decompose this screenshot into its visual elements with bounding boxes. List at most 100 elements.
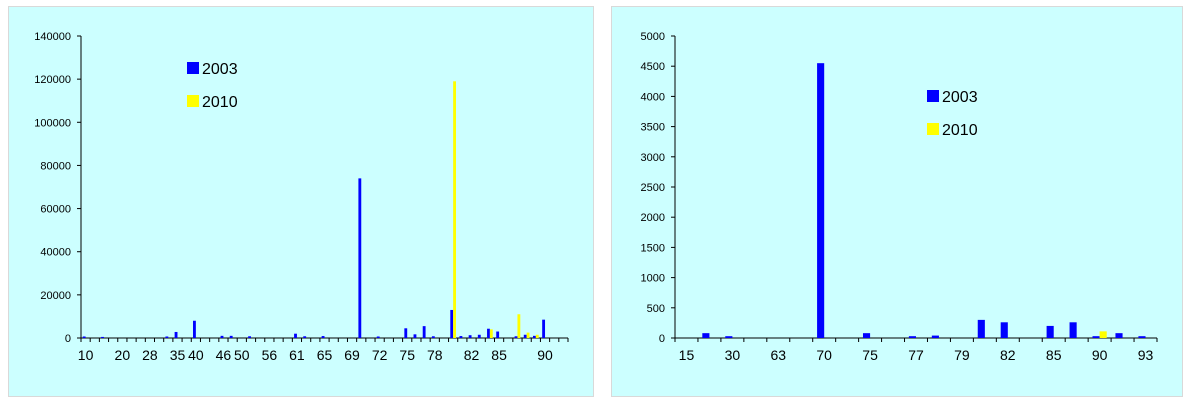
y-tick-label: 2000 [641, 212, 665, 224]
x-tick-label: 61 [289, 347, 305, 363]
bar-2010-88 [526, 332, 530, 338]
bar-2010-84 [489, 329, 493, 338]
bar-2003-61 [294, 333, 297, 338]
legend-swatch-2003 [927, 90, 939, 102]
y-tick-label: 1500 [641, 242, 665, 254]
y-tick-label: 0 [65, 333, 71, 345]
y-tick-label: 3000 [641, 152, 665, 164]
x-tick-label: 90 [537, 347, 553, 363]
x-tick-label: 77 [908, 347, 924, 363]
legend-swatch-2003 [187, 62, 199, 74]
bar-2003-83 [477, 334, 481, 338]
bar-2003-33 [165, 336, 169, 338]
legend-swatch-2010 [927, 123, 939, 135]
bar-2003-16 [101, 336, 104, 338]
bar-2003-48 [229, 335, 233, 338]
x-tick-label: 75 [862, 347, 878, 363]
y-tick-label: 0 [659, 333, 665, 345]
bar-2003-35 [174, 331, 178, 338]
bar-2003-40 [193, 320, 196, 338]
bar-2003-10 [82, 336, 86, 338]
x-tick-label: 82 [1000, 347, 1016, 363]
bar-2003-78 [431, 336, 435, 338]
bar-2003-70 [358, 178, 362, 338]
bar-2003-52 [248, 336, 251, 338]
y-tick-label: 40000 [40, 247, 71, 259]
y-tick-label: 100000 [34, 117, 71, 129]
bar-2003-82 [468, 335, 472, 338]
bar-2003-86 [1069, 322, 1077, 338]
bar-2003-81 [459, 336, 463, 338]
x-tick-label: 40 [188, 347, 204, 363]
chart-left: 0 20000 40000 60000 80000 100000 120000 140000 1… [34, 31, 569, 363]
x-tick-label: 20 [115, 347, 131, 363]
bar-2003-62 [303, 336, 307, 338]
x-tick-label: 90 [1092, 347, 1108, 363]
bar-2010-80 [453, 81, 456, 339]
bar-2003-82 [1000, 322, 1008, 338]
x-tick-label: 50 [234, 347, 250, 363]
bar-2003-76 [413, 334, 417, 338]
legend-label-2010: 2010 [202, 94, 238, 111]
bar-2003-85 [496, 331, 500, 338]
legend-label-2003: 2003 [202, 61, 238, 78]
y-tick-label: 5000 [641, 31, 665, 43]
x-tick-label: 10 [78, 347, 94, 363]
bar-2003-89 [532, 335, 536, 338]
y-tick-label: 3500 [641, 122, 665, 134]
bar-2003-90 [542, 319, 546, 338]
bar-2010-89 [535, 334, 539, 338]
bar-2003-80 [977, 319, 985, 338]
x-tick-label: 78 [427, 347, 443, 363]
y-tick-label: 140000 [34, 31, 71, 43]
x-tick-label: 70 [816, 347, 832, 363]
y-tick-label: 4500 [641, 61, 665, 73]
x-tick-label: 93 [1138, 347, 1154, 363]
bar-2003-75 [404, 328, 408, 338]
bar-2003-93 [1138, 336, 1146, 338]
bar-2010-90 [1099, 331, 1107, 338]
legend-swatch-2010 [187, 95, 199, 107]
x-tick-label: 28 [142, 347, 158, 363]
y-tick-label: 4000 [641, 91, 665, 103]
legend-label-2010: 2010 [942, 122, 978, 139]
x-tick-label: 35 [170, 347, 186, 363]
x-tick-label: 65 [317, 347, 333, 363]
bar-2003-78 [931, 335, 939, 338]
x-tick-label: 46 [216, 347, 232, 363]
y-tick-label: 2500 [641, 182, 665, 194]
chart-panel-left: 0 20000 40000 60000 80000 100000 120000 140000 1… [8, 6, 594, 397]
y-tick-label: 120000 [34, 74, 71, 86]
y-tick-label: 80000 [40, 160, 71, 172]
bar-2003-87 [514, 336, 518, 338]
x-tick-label: 63 [770, 347, 786, 363]
bar-2003-28 [702, 333, 710, 338]
x-tick-label: 75 [399, 347, 415, 363]
bar-2003-85 [1046, 325, 1054, 338]
bar-2010-87 [517, 314, 521, 338]
y-tick-label: 1000 [641, 273, 665, 285]
bar-2003-72 [376, 336, 380, 338]
bar-2003-75 [862, 333, 871, 338]
bar-2003-70 [817, 63, 825, 339]
bar-2003-90 [1092, 336, 1100, 338]
x-tick-label: 30 [725, 347, 741, 363]
y-tick-label: 20000 [40, 290, 71, 302]
bar-2003-65 [321, 336, 325, 338]
x-tick-label: 85 [1046, 347, 1062, 363]
bar-2003-88 [523, 334, 527, 338]
x-tick-label: 85 [491, 347, 507, 363]
bar-2003-84 [487, 328, 490, 338]
y-tick-label: 60000 [40, 204, 71, 216]
bar-2003-91 [1115, 333, 1123, 338]
x-tick-label: 56 [262, 347, 278, 363]
bar-2003-77 [908, 336, 916, 338]
bar-2003-77 [422, 326, 426, 338]
x-tick-label: 72 [372, 347, 388, 363]
bar-2003-80 [450, 309, 454, 338]
chart-right: 0 500 1000 1500 2000 2500 3000 3500 4000 4500 5000… [641, 31, 1158, 363]
bar-2003-46 [220, 335, 224, 338]
x-tick-label: 79 [954, 347, 970, 363]
x-tick-label: 15 [679, 347, 695, 363]
y-tick-label: 500 [647, 303, 665, 315]
